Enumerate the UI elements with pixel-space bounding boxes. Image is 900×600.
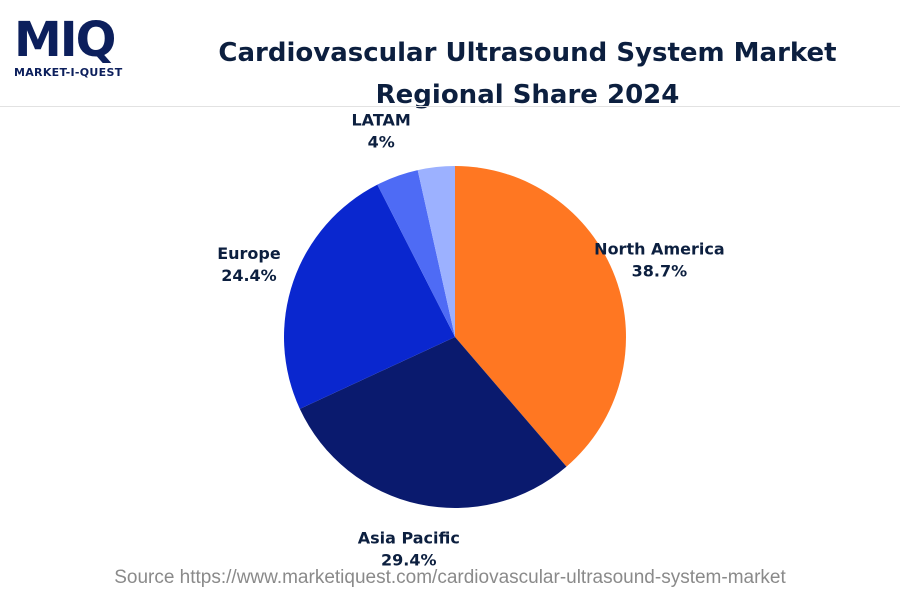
pie-slice bbox=[283, 184, 455, 409]
slice-value: 24.4% bbox=[221, 266, 277, 285]
logo: MIQ MARKET-I-QUEST bbox=[14, 14, 144, 79]
slice-label: Europe bbox=[217, 244, 281, 263]
slice-label: North America bbox=[594, 240, 724, 259]
slice-label: Asia Pacific bbox=[358, 529, 460, 548]
slice-value: 29.4% bbox=[381, 551, 437, 570]
slice-value: 38.7% bbox=[632, 262, 688, 281]
chart-title: Cardiovascular Ultrasound System Market … bbox=[218, 38, 837, 110]
source: Source https://www.marketiquest.com/card… bbox=[114, 567, 786, 588]
pie-slice bbox=[417, 166, 455, 337]
pie-slice bbox=[377, 170, 455, 337]
pie-slice bbox=[455, 166, 626, 467]
slice-label: LATAM bbox=[351, 110, 410, 129]
pie-slice bbox=[299, 337, 567, 509]
slice-value: 4% bbox=[368, 132, 395, 151]
logo-mark: MIQ bbox=[14, 12, 116, 68]
divider bbox=[0, 106, 900, 107]
logo-name: MARKET-I-QUEST bbox=[14, 66, 123, 79]
